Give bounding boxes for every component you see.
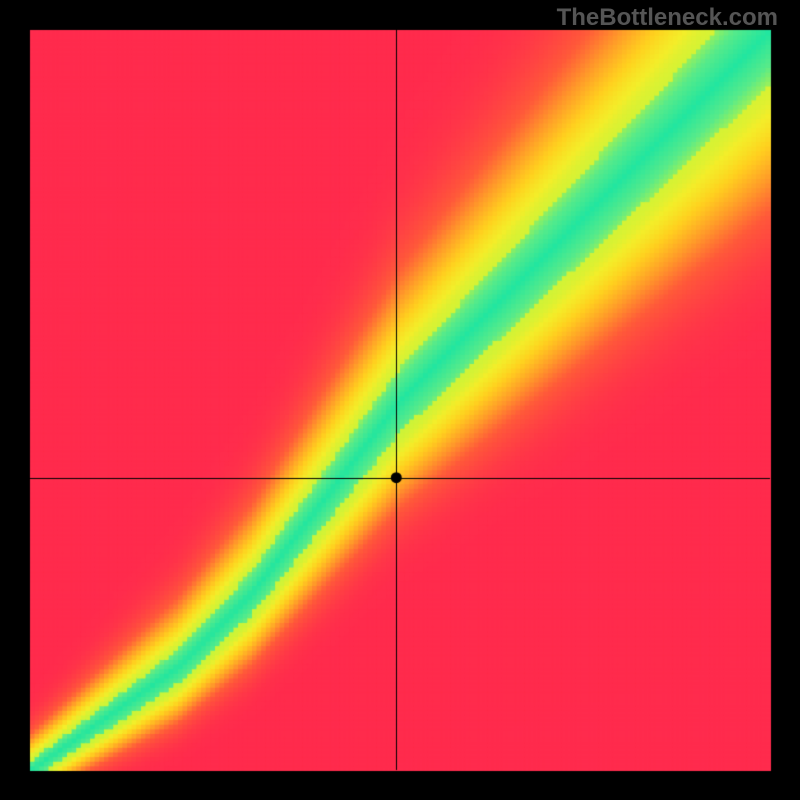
watermark-label: TheBottleneck.com <box>557 4 778 32</box>
bottleneck-heatmap <box>0 0 800 800</box>
chart-container: TheBottleneck.com <box>0 0 800 800</box>
